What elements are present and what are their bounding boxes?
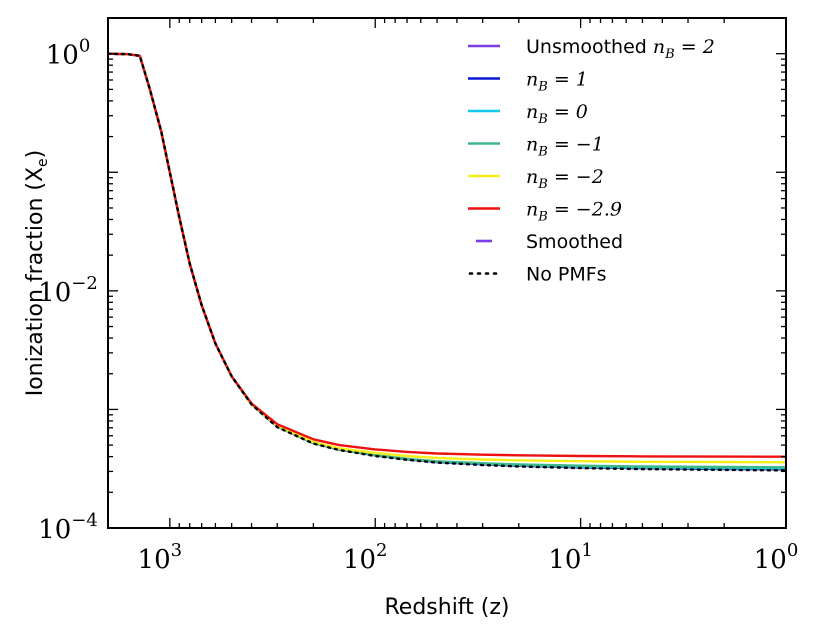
x-tick-label-exponent: 0 [787,540,798,561]
x-tick-label-base: 10 [754,545,787,575]
legend-label-text: No PMFs [526,264,607,286]
legend-label-value: = 0 [548,101,588,123]
y-tick-label-base: 10 [38,515,71,545]
y-axis-label: Ionization fraction (Xe) [23,150,51,397]
legend-entry-label: nB = −1 [526,134,604,160]
x-tick-label-base: 10 [138,545,171,575]
legend-label-value: = −2.9 [548,199,622,221]
legend-label-value: = −1 [548,134,604,156]
y-axis-label-close: ) [23,150,48,159]
x-tick-label-exponent: 2 [376,540,387,561]
legend-label-subscript: B [537,145,548,160]
legend-label-subscript: B [664,47,675,62]
y-tick-label-base: 10 [46,41,79,71]
legend-label-text: Smoothed [526,231,623,253]
y-axis-label-main: Ionization fraction (X [23,167,48,396]
legend-entry-label: Smoothed [526,231,623,253]
legend-label-subscript: B [537,177,548,192]
legend-label-subscript: B [537,80,548,95]
legend-entry-label: nB = 0 [526,101,588,127]
x-tick-label: 100 [754,540,799,575]
legend-entry-label: nB = 1 [526,69,588,95]
x-tick-label: 101 [548,540,593,575]
legend-label-subscript: B [537,112,548,127]
x-axis-label: Redshift (z) [384,595,509,620]
x-tick-label: 103 [138,540,183,575]
x-tick-label-exponent: 3 [171,540,182,561]
legend-label-symbol: n [653,36,665,58]
legend-label-value: = 1 [548,69,588,91]
x-tick-label: 102 [343,540,388,575]
legend-label-value: = 2 [675,36,715,58]
y-tick-label-exponent: −2 [71,273,98,294]
legend: Unsmoothed nB = 2nB = 1nB = 0nB = −1nB =… [468,36,715,286]
legend-label-symbol: n [526,199,538,221]
x-tick-label-base: 10 [343,545,376,575]
y-tick-label: 100 [46,36,91,71]
y-tick-label: 10−2 [38,273,98,308]
legend-entry-label: Unsmoothed nB = 2 [526,36,715,62]
y-tick-label: 10−4 [38,510,98,545]
legend-label-symbol: n [526,69,538,91]
legend-label-symbol: n [526,101,538,123]
legend-entry-label: No PMFs [526,264,607,286]
x-tick-label-base: 10 [548,545,581,575]
series-layer [108,52,786,472]
legend-label-symbol: n [526,166,538,188]
x-tick-label-exponent: 1 [581,540,592,561]
y-tick-label-exponent: 0 [79,36,90,57]
y-tick-label-base: 10 [38,278,71,308]
legend-entry-label: nB = −2.9 [526,199,622,225]
y-axis-label-sub: e [35,158,51,167]
legend-label-value: = −2 [548,166,604,188]
series-line-5 [108,52,786,458]
plot-frame [107,17,787,529]
series-line-7 [108,52,786,472]
y-tick-label-exponent: −4 [71,510,98,531]
legend-label-subscript: B [537,210,548,225]
legend-entry-label: nB = −2 [526,166,604,192]
legend-label-text: Unsmoothed [526,36,653,58]
legend-label-symbol: n [526,134,538,156]
